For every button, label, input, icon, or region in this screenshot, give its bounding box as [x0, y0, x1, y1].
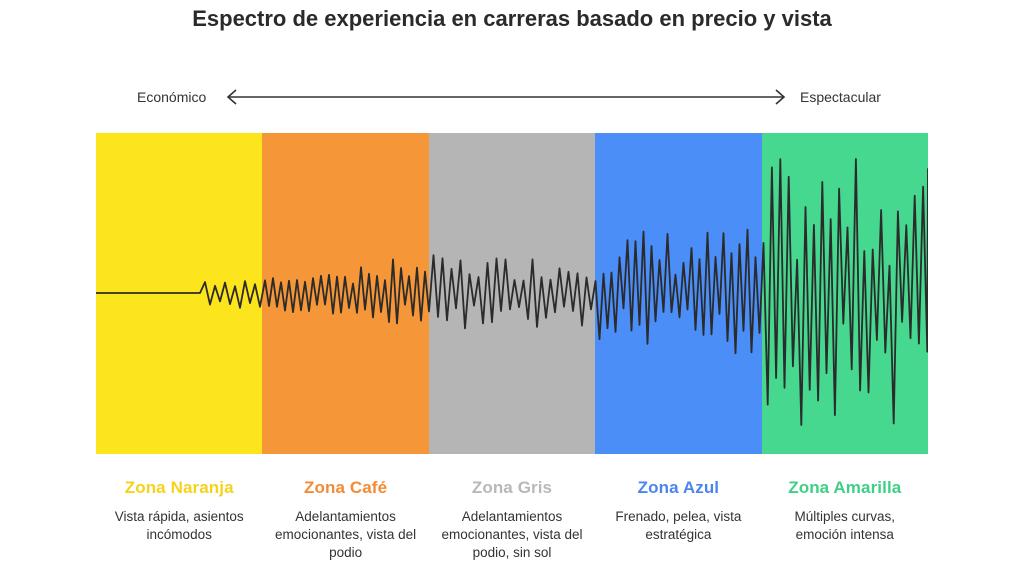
zone-title: Zona Naranja [124, 478, 234, 497]
zone-title: Zona Gris [471, 478, 553, 497]
page-title: Espectro de experiencia en carreras basa… [192, 6, 832, 31]
zone-description: Frenado, pelea, vista estratégica [615, 509, 742, 542]
axis-right-label: Espectacular [800, 89, 881, 105]
zone-title: Zona Amarilla [788, 478, 902, 497]
zone-zona-naranja: Zona Naranja Vista rápida, asientos incó… [96, 478, 262, 544]
zone-description: Múltiples curvas, emoción intensa [794, 509, 896, 542]
experience-waveform [96, 158, 928, 426]
zone-description: Adelantamientos emocionantes, vista del … [441, 509, 583, 560]
zone-description: Vista rápida, asientos incómodos [114, 509, 244, 542]
zone-description: Adelantamientos emocionantes, vista del … [275, 509, 417, 560]
zone-zona-gris: Zona Gris Adelantamientos emocionantes, … [429, 478, 595, 562]
axis-left-label: Económico [137, 89, 207, 105]
zone-title: Zona Azul [637, 478, 720, 497]
zone-zona-azul: Zona Azul Frenado, pelea, vista estratég… [595, 478, 761, 544]
zone-title: Zona Café [304, 478, 388, 497]
double-arrow-icon [226, 89, 786, 105]
zone-zona-cafe: Zona Café Adelantamientos emocionantes, … [262, 478, 428, 562]
zone-zona-amarilla: Zona Amarilla Múltiples curvas, emoción … [762, 478, 928, 544]
